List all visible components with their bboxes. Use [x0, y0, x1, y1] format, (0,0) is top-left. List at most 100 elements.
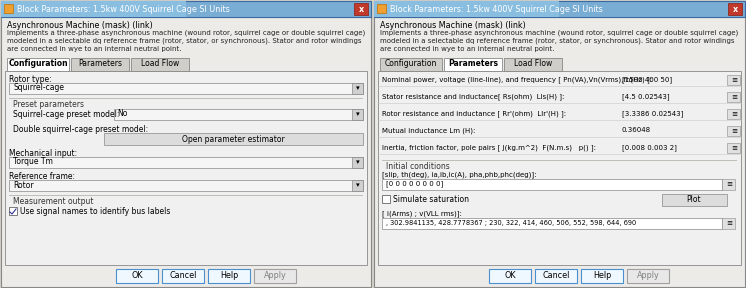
Bar — [104, 133, 363, 145]
Bar — [662, 194, 727, 206]
Text: Implements a three-phase asynchronous machine (wound rotor, squirrel cage or dou: Implements a three-phase asynchronous ma… — [380, 30, 739, 37]
Bar — [380, 58, 442, 71]
Text: ▾: ▾ — [356, 85, 360, 91]
Text: ≡: ≡ — [731, 94, 737, 100]
Bar — [581, 269, 623, 283]
Text: Squirrel-cage: Squirrel-cage — [13, 84, 64, 92]
Text: ▾: ▾ — [356, 182, 360, 188]
Bar — [444, 58, 502, 71]
Bar — [9, 207, 17, 215]
Bar — [9, 83, 363, 94]
Text: [slip, th(deg), ia,ib,ic(A), pha,phb,phc(deg)]:: [slip, th(deg), ia,ib,ic(A), pha,phb,phc… — [382, 171, 536, 178]
Text: modeled in a selectable dq reference frame (rotor, stator, or synchronous). Stat: modeled in a selectable dq reference fra… — [380, 38, 735, 45]
Text: [4.5 0.02543]: [4.5 0.02543] — [622, 93, 670, 100]
Bar — [504, 58, 562, 71]
Text: Torque Tm: Torque Tm — [13, 158, 53, 166]
Bar — [728, 3, 742, 15]
Text: Asynchronous Machine (mask) (link): Asynchronous Machine (mask) (link) — [7, 21, 153, 30]
Text: [1500 400 50]: [1500 400 50] — [622, 76, 672, 83]
Text: 0.36048: 0.36048 — [622, 127, 651, 133]
Bar — [727, 75, 740, 85]
Bar — [352, 83, 363, 94]
Bar — [722, 218, 735, 229]
Text: Rotor type:: Rotor type: — [9, 75, 51, 84]
Bar — [354, 3, 368, 15]
Text: Open parameter estimator: Open parameter estimator — [181, 134, 284, 143]
Bar — [352, 157, 363, 168]
Bar — [114, 109, 363, 120]
Text: ≡: ≡ — [726, 181, 732, 187]
Text: Inertia, friction factor, pole pairs [ J(kg.m^2)  F(N.m.s)   p() ]:: Inertia, friction factor, pole pairs [ J… — [382, 144, 596, 151]
Text: Squirrel-cage preset model:: Squirrel-cage preset model: — [13, 110, 119, 119]
Bar — [208, 269, 250, 283]
Bar — [162, 269, 204, 283]
Text: Help: Help — [220, 272, 238, 281]
Text: Implements a three-phase asynchronous machine (wound rotor, squirrel cage or dou: Implements a three-phase asynchronous ma… — [7, 30, 366, 37]
Bar — [374, 1, 559, 17]
Bar — [374, 1, 745, 17]
Text: Asynchronous Machine (mask) (link): Asynchronous Machine (mask) (link) — [380, 21, 526, 30]
Bar — [9, 195, 363, 196]
Text: [3.3386 0.02543]: [3.3386 0.02543] — [622, 110, 683, 117]
Text: Plot: Plot — [686, 196, 701, 204]
Bar — [9, 180, 363, 191]
Text: Load Flow: Load Flow — [514, 60, 552, 69]
Text: Preset parameters: Preset parameters — [13, 100, 84, 109]
Text: x: x — [358, 5, 363, 14]
Text: Cancel: Cancel — [169, 272, 197, 281]
Bar — [9, 157, 363, 168]
Text: Mechanical input:: Mechanical input: — [9, 149, 77, 158]
Bar — [727, 109, 740, 119]
Bar — [382, 218, 722, 229]
Text: ≡: ≡ — [731, 77, 737, 83]
Bar — [352, 180, 363, 191]
Text: Configuration: Configuration — [385, 60, 437, 69]
Text: Apply: Apply — [263, 272, 286, 281]
Bar — [489, 269, 531, 283]
Bar — [535, 269, 577, 283]
Text: OK: OK — [504, 272, 515, 281]
Bar — [9, 98, 363, 99]
Text: Parameters: Parameters — [448, 60, 498, 69]
Bar — [382, 160, 737, 161]
Bar — [627, 269, 669, 283]
Text: Block Parameters: 1.5kw 400V Squirrel Cage SI Units: Block Parameters: 1.5kw 400V Squirrel Ca… — [390, 5, 603, 14]
Bar — [727, 143, 740, 153]
Bar — [7, 58, 69, 71]
Text: Rotor: Rotor — [13, 181, 34, 190]
Text: Simulate saturation: Simulate saturation — [393, 195, 469, 204]
Text: Block Parameters: 1.5kw 400V Squirrel Cage SI Units: Block Parameters: 1.5kw 400V Squirrel Ca… — [17, 5, 230, 14]
Bar — [727, 92, 740, 102]
Text: ▾: ▾ — [356, 111, 360, 117]
Text: Mutual inductance Lm (H):: Mutual inductance Lm (H): — [382, 127, 475, 134]
Bar — [254, 269, 296, 283]
Bar — [377, 4, 386, 13]
Text: [ i(Arms) ; v(VLL rms)]:: [ i(Arms) ; v(VLL rms)]: — [382, 210, 462, 217]
Text: Nominal power, voltage (line-line), and frequency [ Pn(VA),Vn(Vrms),fn(Hz) ]:: Nominal power, voltage (line-line), and … — [382, 76, 652, 83]
Text: Measurement output: Measurement output — [13, 197, 93, 206]
Text: , 302.9841135, 428.7778367 ; 230, 322, 414, 460, 506, 552, 598, 644, 690: , 302.9841135, 428.7778367 ; 230, 322, 4… — [386, 220, 636, 226]
Text: are connected in wye to an internal neutral point.: are connected in wye to an internal neut… — [7, 46, 181, 52]
Text: modeled in a selectable dq reference frame (rotor, stator, or synchronous). Stat: modeled in a selectable dq reference fra… — [7, 38, 362, 45]
Text: OK: OK — [131, 272, 142, 281]
Bar — [722, 179, 735, 190]
Bar — [131, 58, 189, 71]
Bar — [1, 17, 371, 287]
Bar — [5, 71, 367, 265]
Text: Configuration: Configuration — [8, 60, 68, 69]
Bar — [116, 269, 158, 283]
Bar — [1, 1, 186, 17]
Bar — [4, 4, 13, 13]
Bar — [71, 58, 129, 71]
Text: Cancel: Cancel — [542, 272, 570, 281]
Text: Apply: Apply — [636, 272, 659, 281]
Bar — [374, 17, 745, 287]
Text: x: x — [733, 5, 738, 14]
Text: ≡: ≡ — [726, 220, 732, 226]
Text: [0.008 0.003 2]: [0.008 0.003 2] — [622, 144, 677, 151]
Bar — [382, 195, 390, 203]
Text: Use signal names to identify bus labels: Use signal names to identify bus labels — [20, 207, 170, 216]
Bar — [378, 71, 741, 265]
Text: Double squirrel-cage preset model:: Double squirrel-cage preset model: — [13, 125, 148, 134]
Bar — [727, 126, 740, 136]
